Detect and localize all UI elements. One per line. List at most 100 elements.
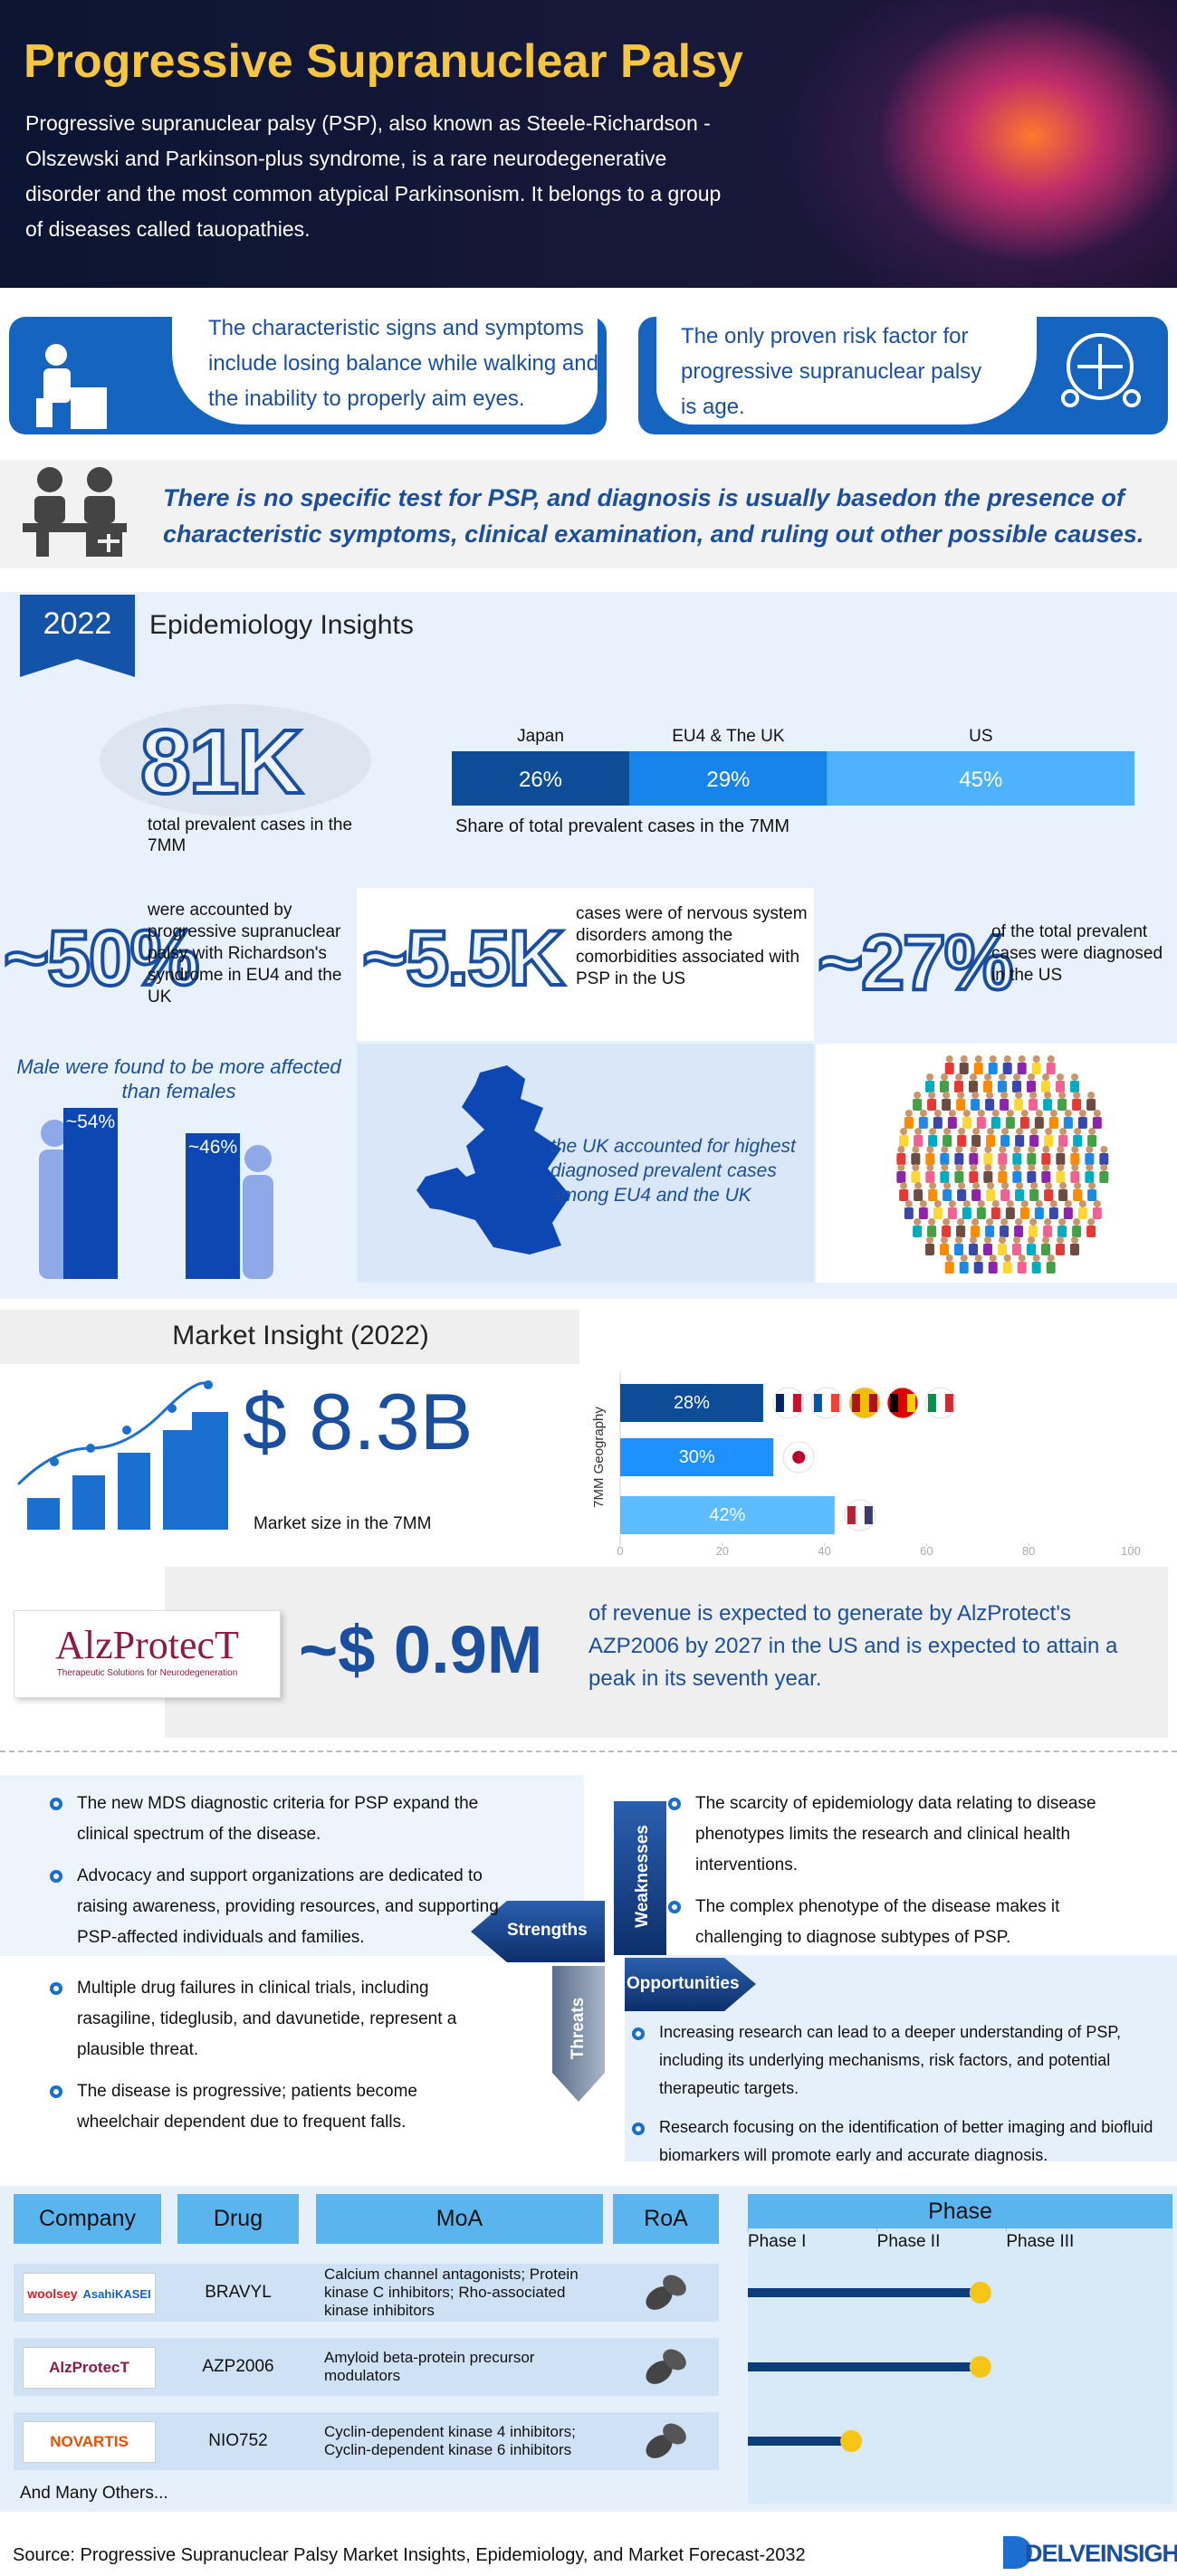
- section-title: Epidemiology Insights: [149, 610, 414, 640]
- x-tick-label: 0: [617, 1544, 623, 1558]
- swot-item: The complex phenotype of the disease mak…: [668, 1892, 1139, 1953]
- phase-label: Phase III: [1006, 2232, 1075, 2251]
- opportunities-label: Opportunities: [627, 1974, 740, 1993]
- flag: [906, 1394, 915, 1412]
- flag: [851, 1394, 860, 1412]
- decoration: [163, 1430, 196, 1530]
- geo-value-label: 28%: [674, 1393, 710, 1413]
- decoration: [118, 1453, 150, 1530]
- year: 2022: [43, 606, 112, 641]
- flag: [889, 1394, 898, 1412]
- market-size-label: Market size in the 7MM: [254, 1514, 432, 1533]
- moa: Calcium channel antagonists; Protein kin…: [324, 2266, 579, 2319]
- alz-panel: [165, 1567, 1168, 1738]
- source: Source: Progressive Supranuclear Palsy M…: [13, 2545, 806, 2565]
- geo-value-label: 30%: [679, 1447, 715, 1467]
- company-logo: woolsey AsahiKASEI: [23, 2273, 156, 2314]
- flag: [844, 1499, 876, 1531]
- swot-item: Research focusing on the identification …: [632, 2113, 1157, 2170]
- decoration: [16, 1381, 210, 1486]
- gender-title: Male were found to be more affected than…: [16, 1055, 341, 1102]
- swot-item: The scarcity of epidemiology data relati…: [668, 1789, 1139, 1881]
- others: And Many Others...: [20, 2484, 168, 2503]
- strengths-label: Strengths: [507, 1921, 588, 1940]
- x-tick-label: 80: [1022, 1544, 1035, 1558]
- moa: Amyloid beta-protein precursor modulator…: [324, 2349, 535, 2384]
- table-header: Phase: [748, 2194, 1172, 2228]
- flag: [924, 1387, 957, 1419]
- threats-list: Multiple drug failures in clinical trial…: [50, 1973, 502, 2149]
- threats-label: Threats: [569, 1997, 588, 2060]
- flag: [775, 1394, 784, 1412]
- share-caption: Share of total prevalent cases in the 7M…: [455, 816, 790, 836]
- header-bg: [0, 0, 1177, 288]
- phase-label: Phase II: [876, 2232, 941, 2251]
- crowd-bg: [816, 1044, 1177, 1283]
- flag: [813, 1394, 822, 1412]
- decoration: [122, 1426, 131, 1435]
- alz-text: of revenue is expected to generate by Al…: [588, 1601, 1118, 1691]
- growth-icon: [16, 1380, 228, 1530]
- x-tick-label: 40: [818, 1544, 830, 1558]
- uk-text: the UK accounted for highest diagnosed p…: [550, 1136, 796, 1206]
- partner-logo: AsahiKASEI: [82, 2287, 151, 2301]
- table-header: RoA: [613, 2194, 719, 2244]
- swot-item: Multiple drug failures in clinical trial…: [50, 1973, 502, 2066]
- x-tick-label: 60: [920, 1544, 933, 1558]
- table-header: Drug: [177, 2194, 299, 2244]
- flag: [848, 1387, 881, 1419]
- strengths-list: The new MDS diagnostic criteria for PSP …: [50, 1789, 502, 1964]
- stat-text: were accounted by progressive supranucle…: [148, 901, 342, 1007]
- geo-bar: [620, 1384, 763, 1422]
- company-logo: AlzProtecT: [23, 2347, 156, 2389]
- geo-bar: [620, 1496, 835, 1534]
- swot-item: The disease is progressive; patients bec…: [50, 2076, 502, 2138]
- drug: AZP2006: [202, 2357, 274, 2376]
- flag: [847, 1506, 856, 1524]
- swot-item: Increasing research can lead to a deeper…: [632, 2018, 1157, 2103]
- decoration: [27, 1498, 60, 1530]
- market-title: Market Insight (2022): [172, 1321, 429, 1350]
- company-logo: NOVARTIS: [23, 2421, 156, 2463]
- table-header: MoA: [316, 2194, 603, 2244]
- y-axis-label: 7MM Geography: [591, 1407, 607, 1508]
- description: Progressive supranuclear palsy (PSP), al…: [25, 111, 722, 241]
- risk-card-inner: [656, 302, 1037, 425]
- table-header: Company: [14, 2194, 161, 2244]
- decoration: [192, 1412, 228, 1530]
- opportunities-list: Increasing research can lead to a deeper…: [632, 2018, 1157, 2180]
- weaknesses-label: Weaknesses: [633, 1825, 652, 1928]
- drug: BRAVYL: [205, 2283, 272, 2302]
- geo-bar: [620, 1438, 774, 1476]
- geo-value-label: 42%: [709, 1505, 745, 1525]
- weaknesses-list: The scarcity of epidemiology data relati…: [668, 1789, 1139, 1964]
- diagnosis-text: There is no specific test for PSP, and d…: [163, 484, 1144, 548]
- decoration: [167, 1404, 177, 1413]
- stat-value: ~5.5K: [360, 913, 567, 1004]
- drug: NIO752: [208, 2431, 268, 2450]
- stat-text: of the total prevalent cases were diagno…: [991, 922, 1163, 985]
- swot-item: The new MDS diagnostic criteria for PSP …: [50, 1789, 502, 1850]
- market-header-bg: [0, 1310, 579, 1364]
- separator: [0, 1751, 1177, 1752]
- flag: [868, 1394, 877, 1412]
- phase-label: Phase I: [748, 2232, 807, 2251]
- flag: [772, 1387, 805, 1419]
- moa: Cyclin-dependent kinase 4 inhibitors; Cy…: [324, 2423, 576, 2458]
- alz-logo: AlzProtecT Therapeutic Solutions for Neu…: [14, 1610, 281, 1698]
- diagnosis-bg: [0, 460, 1177, 568]
- decoration: [204, 1380, 213, 1389]
- swot-item: Advocacy and support organizations are d…: [50, 1861, 502, 1953]
- x-tick-label: 20: [716, 1544, 729, 1558]
- footer-logo: DELVEINSIGHT: [1025, 2540, 1177, 2567]
- alz-logo-tagline: Therapeutic Solutions for Neurodegenerat…: [56, 1668, 238, 1678]
- alz-value: ~$ 0.9M: [299, 1612, 543, 1687]
- epi-row-bg: [357, 888, 814, 1041]
- flag: [792, 1451, 806, 1464]
- flag: [782, 1441, 815, 1474]
- title: Progressive Supranuclear Palsy: [24, 35, 743, 88]
- flag: [792, 1394, 801, 1412]
